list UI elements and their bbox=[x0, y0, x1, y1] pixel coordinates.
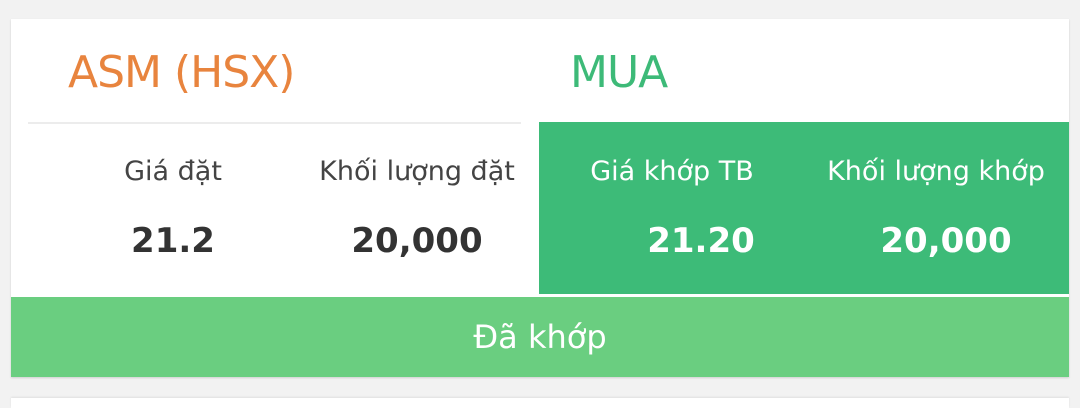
matched-volume-value: 20,000 bbox=[880, 221, 1012, 261]
matched-price-value: 21.20 bbox=[647, 221, 755, 261]
order-card[interactable]: ASM (HSX) MUA Giá đặt 21.2 Khối lượng đặ… bbox=[11, 19, 1069, 377]
matched-volume-label: Khối lượng khớp bbox=[827, 156, 1045, 187]
order-volume-value: 20,000 bbox=[351, 221, 483, 261]
matched-price-label: Giá khớp TB bbox=[590, 156, 754, 187]
order-side: MUA bbox=[570, 47, 668, 98]
matched-panel: Giá khớp TB 21.20 Khối lượng khớp 20,000 bbox=[539, 122, 1069, 294]
divider bbox=[28, 122, 521, 124]
order-price-label: Giá đặt bbox=[124, 156, 222, 187]
order-volume-label: Khối lượng đặt bbox=[319, 156, 515, 187]
stock-symbol: ASM (HSX) bbox=[68, 47, 295, 98]
order-price-value: 21.2 bbox=[131, 221, 215, 261]
order-status-bar[interactable]: Đã khớp bbox=[11, 297, 1069, 377]
